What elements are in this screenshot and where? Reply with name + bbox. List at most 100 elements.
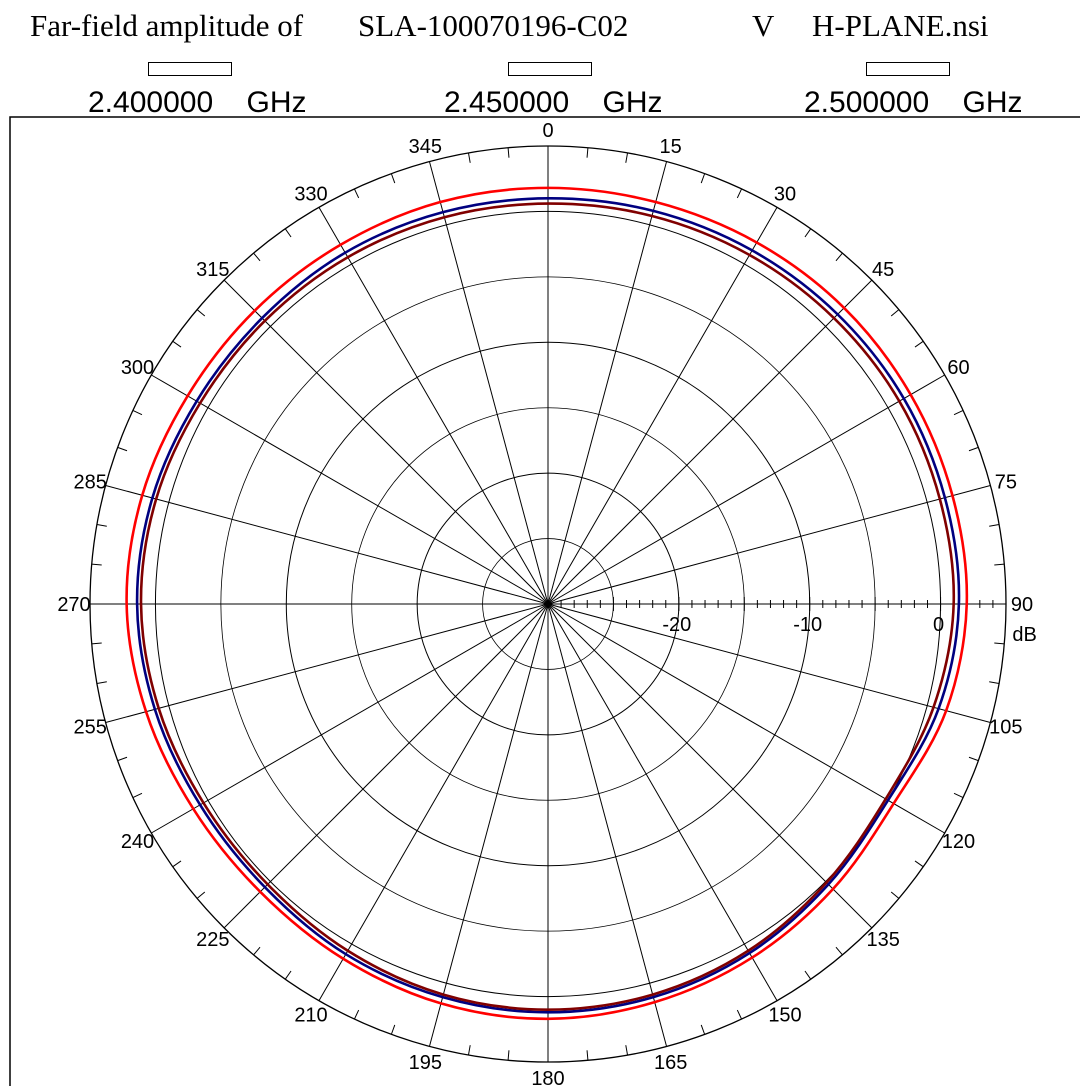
ring-tick — [625, 1045, 629, 1056]
ring-tick — [994, 642, 1005, 645]
ring-tick — [994, 563, 1005, 566]
polar-grid — [89, 145, 1007, 1063]
legend-label-2500: 2.500000 GHz — [804, 86, 1022, 120]
legend-label-2450: 2.450000 GHz — [444, 86, 662, 120]
grid-spoke — [428, 603, 549, 1047]
grid-spoke — [547, 603, 668, 1047]
angle-tick-label: 300 — [121, 357, 154, 379]
ring-tick — [253, 946, 261, 956]
angle-tick-label: 105 — [989, 717, 1022, 739]
ring-tick — [989, 681, 1000, 685]
ring-tick — [91, 642, 102, 645]
legend-swatch-2500 — [866, 62, 950, 76]
ring-tick — [353, 188, 360, 199]
angle-tick-label: 90 — [1011, 594, 1033, 616]
angle-tick-label: 120 — [942, 831, 975, 853]
ring-tick — [835, 252, 843, 262]
angle-tick-label: 285 — [73, 471, 106, 493]
grid-spoke — [428, 161, 549, 605]
angle-tick-label: 15 — [660, 136, 682, 158]
grid-spoke — [547, 603, 991, 724]
grid-spoke — [547, 603, 945, 834]
angle-tick-label: 210 — [294, 1004, 327, 1026]
radial-unit-label: dB — [1012, 624, 1036, 646]
ring-tick — [390, 1024, 396, 1035]
grid-spoke — [547, 161, 668, 605]
angle-tick-label: 180 — [531, 1068, 564, 1086]
ring-tick — [890, 891, 900, 899]
radial-tick-label: 0 — [933, 614, 944, 636]
legend-value: 2.400000 — [88, 86, 214, 119]
ring-tick — [968, 756, 979, 762]
ring-tick — [117, 446, 128, 452]
ring-tick — [586, 1050, 589, 1061]
angle-tick-label: 60 — [947, 357, 969, 379]
ring-tick — [700, 1024, 706, 1035]
grid-spoke — [547, 279, 873, 605]
chart-title: Far-field amplitude of SLA-100070196-C02… — [0, 8, 1080, 52]
ring-tick — [253, 252, 261, 262]
angle-tick-label: 75 — [995, 471, 1017, 493]
grid-spoke — [151, 374, 549, 605]
ring-tick — [284, 228, 292, 238]
grid-spoke — [223, 279, 549, 605]
angle-tick-label: 225 — [196, 929, 229, 951]
ring-tick — [196, 309, 206, 317]
ring-tick — [953, 792, 964, 799]
title-plane-file: H-PLANE.nsi — [812, 8, 989, 43]
ring-tick — [625, 152, 629, 163]
angle-tick-label: 270 — [57, 594, 90, 616]
ring-tick — [804, 970, 812, 980]
ring-tick — [172, 340, 182, 348]
grid-spoke — [105, 603, 549, 724]
angle-tick-label: 135 — [866, 929, 899, 951]
grid-spoke — [318, 207, 549, 605]
ring-tick — [132, 792, 143, 799]
ring-tick — [96, 523, 107, 527]
ring-tick — [390, 173, 396, 184]
ring-tick — [507, 147, 510, 158]
ring-tick — [989, 523, 1000, 527]
radial-tick-label: -10 — [793, 614, 822, 636]
legend-unit: GHz — [246, 86, 307, 119]
series-line — [139, 202, 956, 1011]
ring-tick — [91, 563, 102, 566]
ring-tick — [586, 147, 589, 158]
grid-spoke — [547, 603, 778, 1001]
series-line — [125, 186, 969, 1021]
ring-tick — [117, 756, 128, 762]
angle-tick-label: 30 — [774, 184, 796, 206]
legend-value: 2.450000 — [444, 86, 570, 119]
ring-tick — [467, 152, 471, 163]
ring-tick — [804, 228, 812, 238]
ring-tick — [132, 409, 143, 416]
ring-tick — [467, 1045, 471, 1056]
grid-spoke — [547, 207, 778, 605]
grid-spoke — [223, 603, 549, 929]
angle-tick-label: 165 — [654, 1052, 687, 1074]
angle-tick-label: 315 — [196, 259, 229, 281]
ring-tick — [172, 860, 182, 868]
ring-tick — [736, 1009, 743, 1020]
title-prefix: Far-field amplitude of — [30, 8, 304, 43]
legend-value: 2.500000 — [804, 86, 930, 119]
ring-tick — [353, 1009, 360, 1020]
ring-tick — [953, 409, 964, 416]
title-file: SLA-100070196-C02 — [358, 8, 629, 43]
grid-spoke — [547, 484, 991, 605]
legend-label-2400: 2.400000 GHz — [88, 86, 306, 120]
angle-tick-label: 345 — [409, 136, 442, 158]
angle-tick-label: 0 — [542, 120, 553, 142]
series-line — [135, 197, 961, 1014]
grid-spoke — [105, 484, 549, 605]
ring-tick — [968, 446, 979, 452]
ring-tick — [914, 340, 924, 348]
ring-tick — [507, 1050, 510, 1061]
grid-spoke — [547, 374, 945, 605]
angle-tick-label: 330 — [294, 184, 327, 206]
angle-tick-label: 150 — [768, 1004, 801, 1026]
legend-swatch-2400 — [148, 62, 232, 76]
angle-tick-label: 45 — [872, 259, 894, 281]
ring-tick — [196, 891, 206, 899]
